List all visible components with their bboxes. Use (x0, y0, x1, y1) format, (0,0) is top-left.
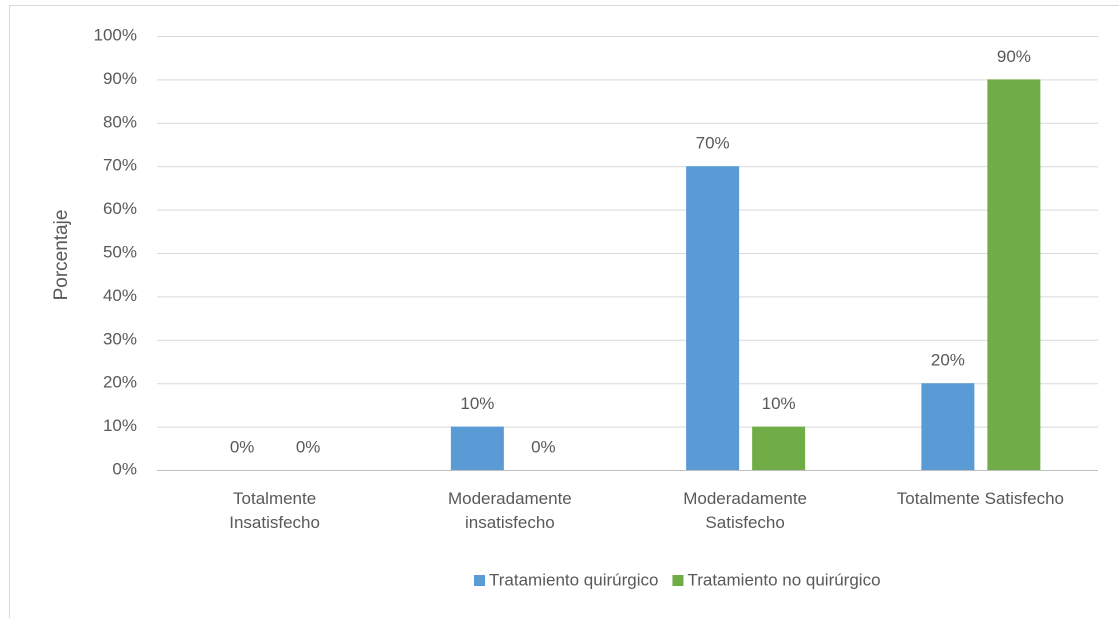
y-tick-label: 30% (103, 329, 137, 348)
bar (686, 166, 740, 470)
x-tick-label: Totalmente Insatisfecho (229, 489, 320, 532)
x-tick-label: Moderadamente insatisfecho (448, 489, 572, 532)
legend-swatch (474, 575, 485, 586)
legend-swatch (672, 575, 684, 586)
chart-border (9, 5, 1119, 618)
data-label: 0% (531, 437, 556, 456)
y-tick-label: 20% (103, 373, 137, 392)
legend-label: Tratamiento quirúrgico (489, 570, 658, 589)
y-tick-label: 40% (103, 286, 137, 305)
bar (921, 383, 975, 470)
bar (450, 426, 504, 470)
bar (987, 79, 1041, 471)
data-label: 0% (296, 437, 321, 456)
bar (752, 426, 806, 470)
y-tick-label: 70% (103, 156, 137, 175)
y-tick-label: 60% (103, 199, 137, 218)
y-tick-label: 100% (94, 25, 137, 44)
y-tick-label: 50% (103, 242, 137, 261)
legend-label: Tratamiento no quirúrgico (687, 570, 880, 589)
x-tick-label: Moderadamente Satisfecho (683, 489, 807, 532)
data-label: 10% (762, 394, 796, 413)
y-tick-label: 0% (112, 459, 137, 478)
y-tick-label: 10% (103, 416, 137, 435)
x-tick-label: Totalmente Satisfecho (897, 489, 1064, 508)
data-label: 10% (460, 394, 494, 413)
data-label: 90% (997, 47, 1031, 66)
data-label: 0% (230, 437, 255, 456)
data-label: 20% (931, 351, 965, 370)
y-axis-title: Porcentaje (51, 210, 72, 301)
y-tick-label: 80% (103, 112, 137, 131)
y-tick-label: 90% (103, 69, 137, 88)
data-label: 70% (696, 134, 730, 153)
